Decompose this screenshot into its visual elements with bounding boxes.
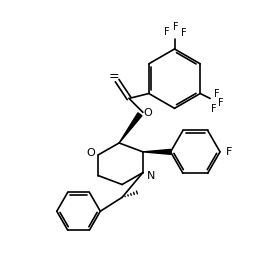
Text: F: F (211, 104, 217, 114)
Text: N: N (147, 171, 155, 181)
Text: F: F (214, 90, 220, 100)
Polygon shape (143, 149, 171, 154)
Text: F: F (164, 27, 170, 37)
Text: O: O (144, 108, 152, 118)
Text: F: F (218, 98, 224, 108)
Text: =: = (109, 70, 120, 83)
Text: F: F (181, 28, 186, 38)
Text: O: O (86, 148, 95, 158)
Text: F: F (226, 147, 232, 157)
Text: F: F (173, 22, 178, 32)
Polygon shape (119, 113, 142, 143)
